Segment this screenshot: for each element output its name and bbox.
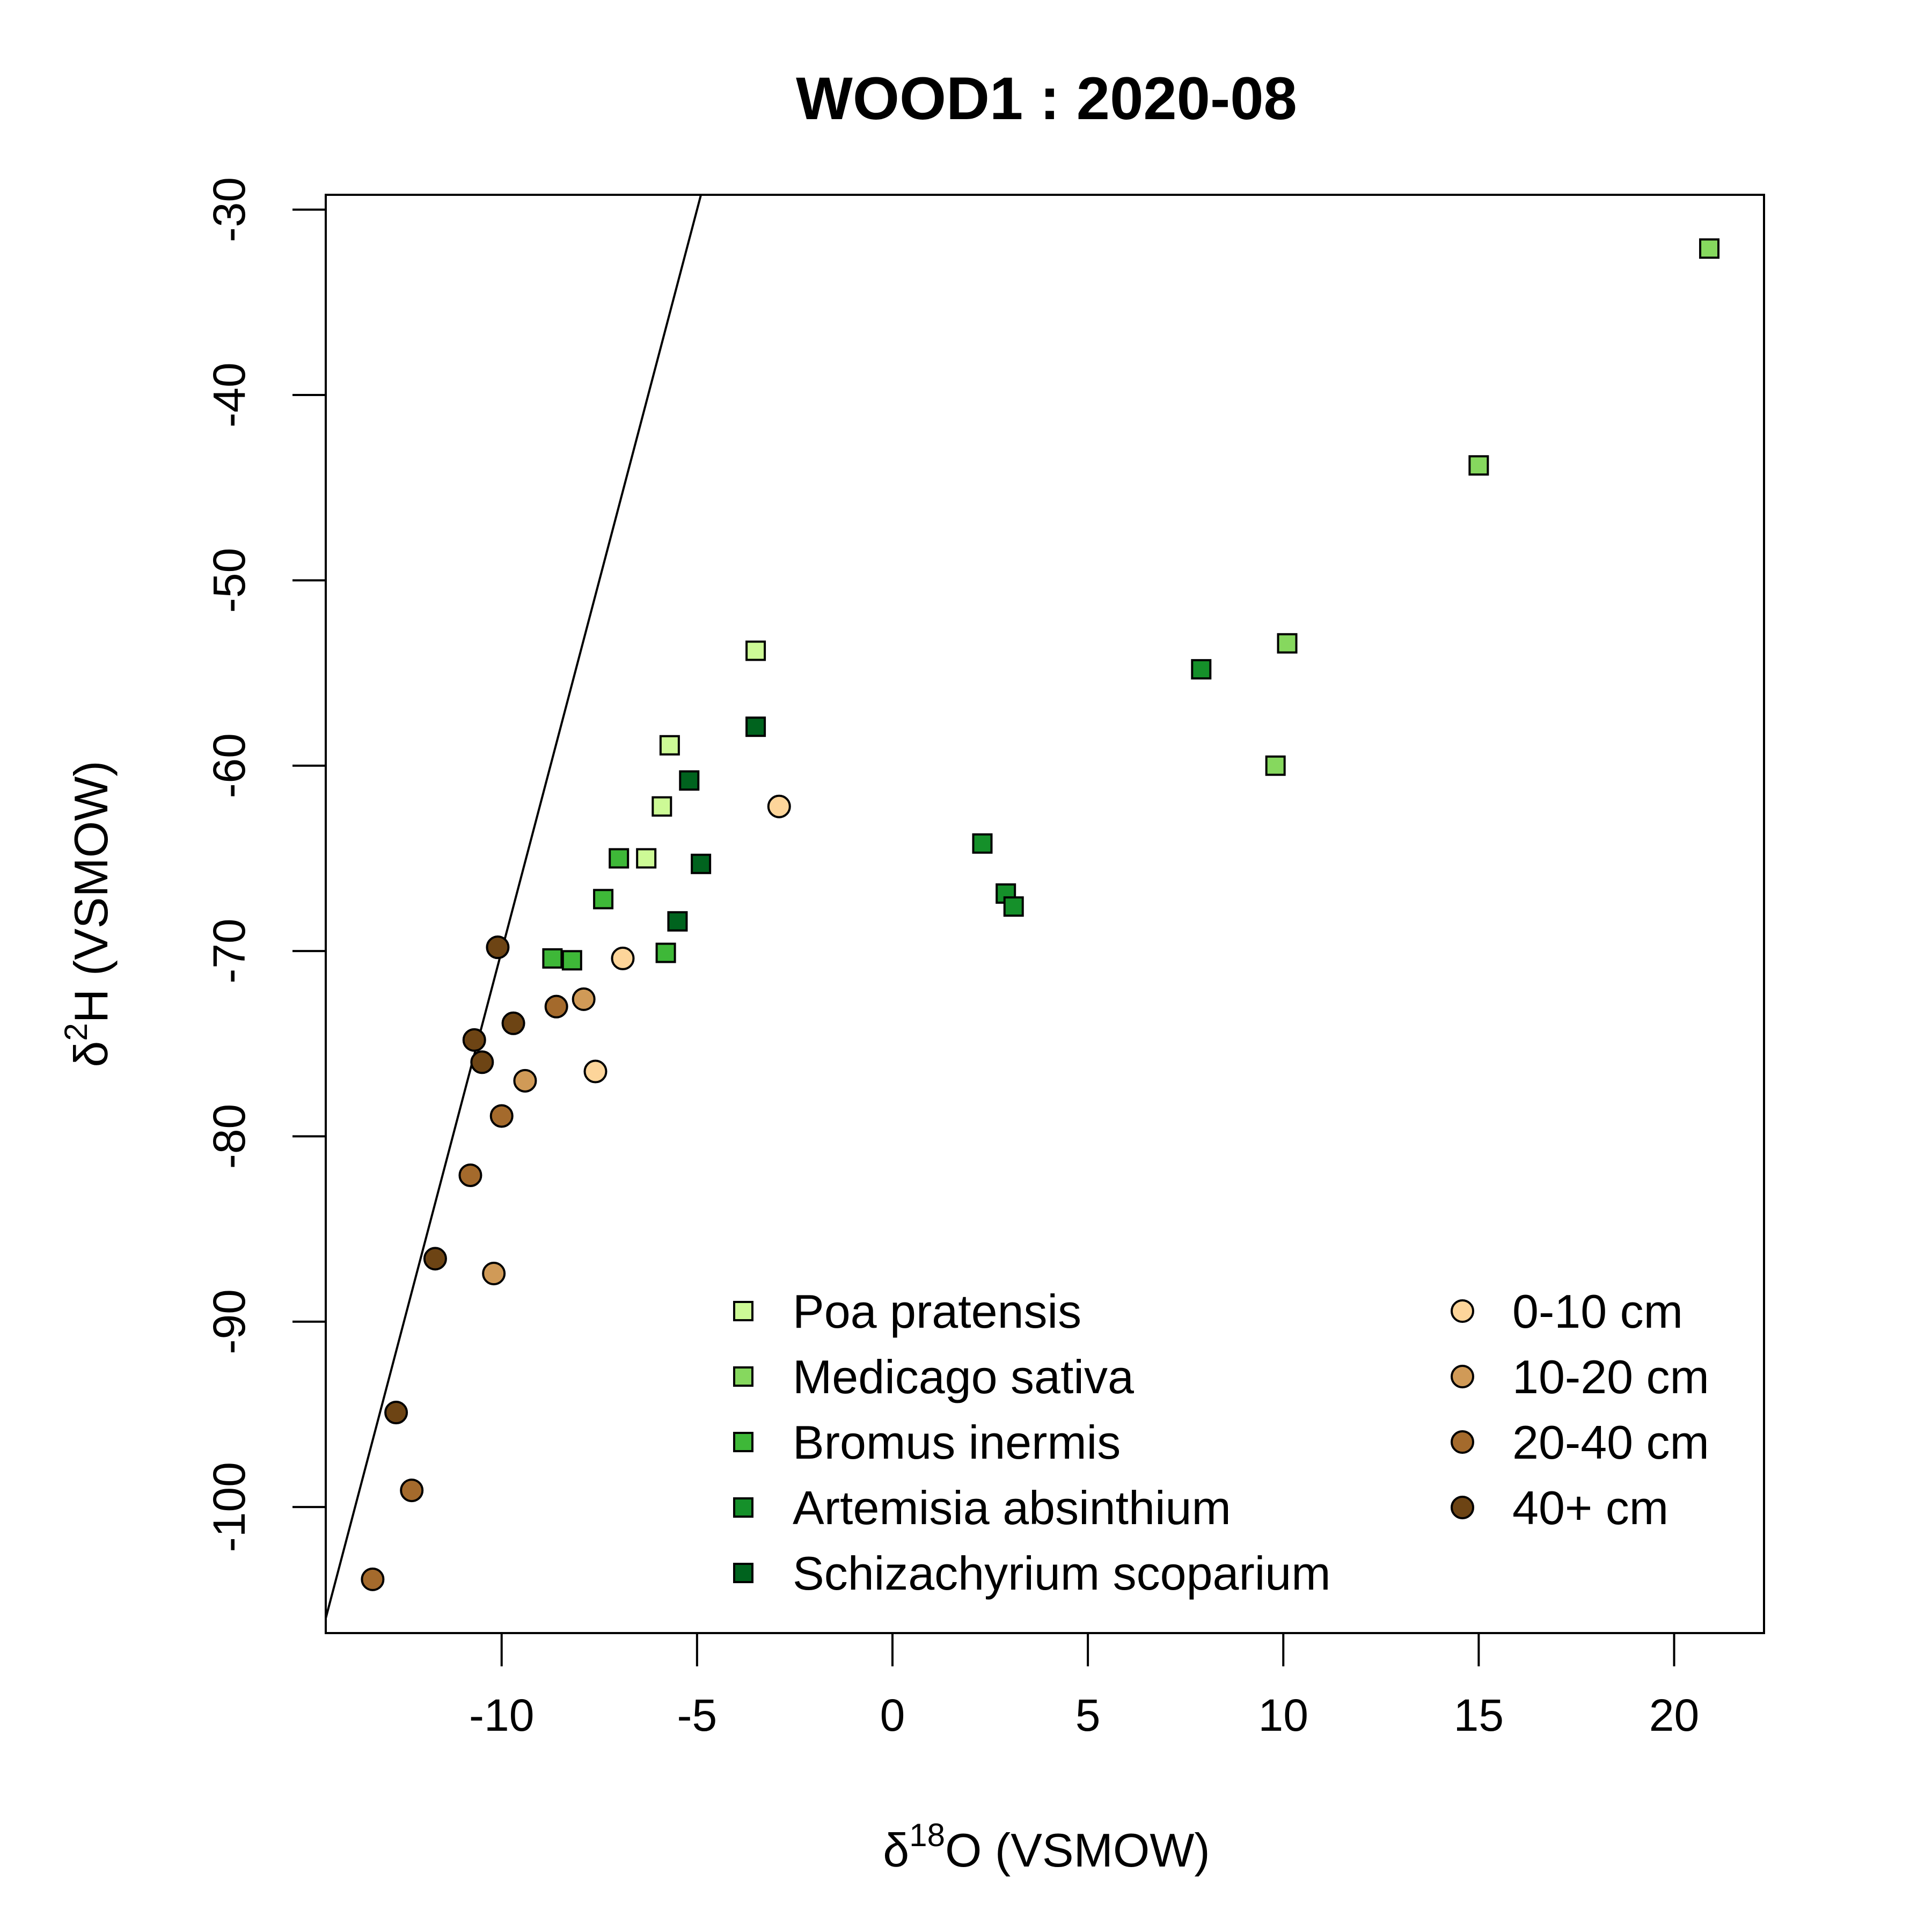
reference-line — [326, 195, 702, 1619]
data-point-square — [1265, 755, 1286, 776]
y-tick-label: -50 — [204, 548, 254, 613]
data-point-square — [972, 833, 993, 854]
data-point-circle — [486, 935, 510, 960]
data-point-square — [1468, 455, 1489, 476]
legend-marker-circle — [1451, 1496, 1474, 1519]
legend-label: Poa pratensis — [793, 1285, 1081, 1338]
data-point-square — [1699, 238, 1720, 259]
reference-line-layer — [326, 195, 702, 1619]
y-tick-label: -40 — [204, 362, 254, 427]
legend-marker-circle — [1451, 1365, 1474, 1388]
data-point-circle — [384, 1401, 408, 1425]
data-point-square — [659, 735, 680, 756]
x-axis-label-superscript: 18 — [909, 1817, 945, 1853]
y-axis: -100 -90 -80 -70 -60 -50 -40 -30 — [204, 177, 327, 1552]
data-point-circle — [400, 1479, 424, 1503]
legend-label: Bromus inermis — [793, 1416, 1121, 1469]
y-tick-label: -80 — [204, 1104, 254, 1169]
data-points — [361, 238, 1720, 1591]
legend-marker-square — [733, 1301, 753, 1321]
data-point-square — [609, 848, 630, 869]
x-tick-label: -10 — [469, 1690, 534, 1740]
x-axis: -10 -5 0 5 10 15 20 — [469, 1632, 1699, 1740]
legend-label: Artemisia absinthium — [793, 1481, 1231, 1534]
legend-label: 0-10 cm — [1512, 1285, 1683, 1338]
x-tick-label: 10 — [1258, 1690, 1308, 1740]
data-point-circle — [361, 1567, 385, 1591]
data-point-square — [679, 770, 700, 791]
data-point-square — [652, 796, 672, 817]
data-point-square — [561, 950, 582, 971]
x-tick-label: 15 — [1454, 1690, 1504, 1740]
data-point-square — [1277, 633, 1298, 654]
data-point-square — [745, 716, 766, 737]
data-point-circle — [458, 1163, 482, 1187]
legend-marker-square — [733, 1366, 753, 1387]
y-axis-label-prefix: δ — [64, 1041, 118, 1067]
data-point-circle — [572, 987, 596, 1011]
data-point-circle — [583, 1059, 608, 1084]
data-point-square — [1191, 659, 1212, 680]
data-point-circle — [470, 1050, 494, 1074]
y-axis-label-main: H (VSMOW) — [64, 760, 118, 1023]
data-point-square — [636, 848, 657, 869]
legend-label: Medicago sativa — [793, 1350, 1134, 1403]
data-point-square — [593, 889, 614, 910]
x-tick-label: -5 — [677, 1690, 717, 1740]
chart-title: WOOD1 : 2020-08 — [796, 65, 1297, 132]
y-tick-label: -90 — [204, 1289, 254, 1354]
data-point-square — [691, 853, 712, 874]
legend-label: 20-40 cm — [1512, 1416, 1709, 1469]
y-tick-label: -30 — [204, 177, 254, 242]
legend-label: 40+ cm — [1512, 1481, 1668, 1534]
x-tick-label: 0 — [880, 1690, 905, 1740]
y-tick-label: -70 — [204, 918, 254, 983]
legend-marker-square — [733, 1563, 753, 1583]
x-axis-label: δ18O (VSMOW) — [883, 1817, 1210, 1877]
legend-marker-circle — [1451, 1299, 1474, 1323]
data-point-circle — [767, 794, 791, 818]
data-point-circle — [423, 1247, 447, 1271]
data-point-circle — [611, 946, 635, 970]
data-point-circle — [489, 1104, 514, 1128]
legend-label: 10-20 cm — [1512, 1350, 1709, 1403]
y-axis-label: δ2H (VSMOW) — [58, 760, 118, 1067]
x-axis-label-prefix: δ — [883, 1824, 909, 1877]
y-axis-label-superscript: 2 — [58, 1023, 94, 1041]
data-point-circle — [544, 994, 568, 1019]
x-axis-label-main: O (VSMOW) — [945, 1824, 1210, 1877]
data-point-square — [542, 948, 563, 969]
y-tick-label: -100 — [204, 1462, 254, 1552]
y-tick-label: -60 — [204, 733, 254, 798]
legend-label: Schizachyrium scoparium — [793, 1547, 1331, 1600]
data-point-square — [667, 911, 688, 932]
x-tick-label: 20 — [1649, 1690, 1699, 1740]
data-point-circle — [482, 1262, 506, 1285]
x-tick-label: 5 — [1075, 1690, 1101, 1740]
data-point-circle — [501, 1011, 525, 1035]
legend: Poa pratensis Medicago sativa Bromus inerm… — [733, 1285, 1709, 1600]
data-point-square — [655, 942, 676, 963]
data-point-square — [1003, 896, 1024, 917]
legend-marker-square — [733, 1497, 753, 1518]
legend-marker-circle — [1451, 1430, 1474, 1454]
legend-marker-square — [733, 1432, 753, 1452]
data-point-circle — [513, 1069, 537, 1093]
data-point-square — [745, 640, 766, 661]
data-point-circle — [462, 1028, 486, 1052]
